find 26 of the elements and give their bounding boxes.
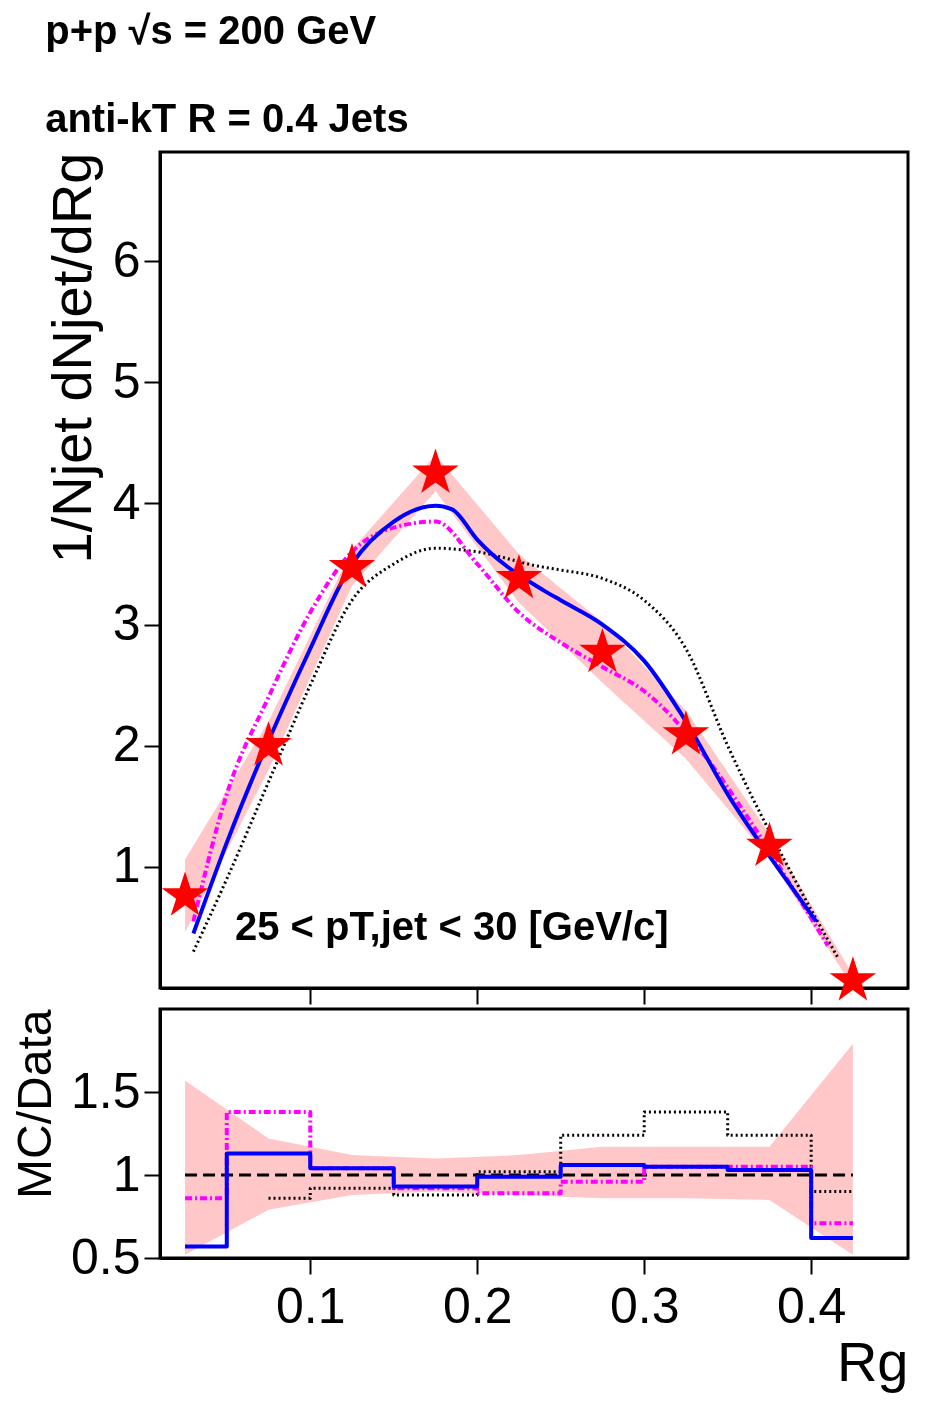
point [746, 821, 793, 867]
y-tick-label: 0.5 [70, 1228, 141, 1285]
point [829, 956, 877, 1001]
point [245, 721, 292, 766]
y-axis-title: MC/Data [7, 1009, 61, 1199]
annotation: 25 < pT,jet < 30 [GeV/c] [235, 904, 669, 948]
point [412, 448, 459, 493]
point [662, 710, 710, 755]
x-tick-label: 0.1 [276, 1277, 346, 1334]
y-tick-label: 1.5 [70, 1062, 141, 1119]
y-tick-label: 4 [112, 473, 141, 530]
point [495, 553, 543, 599]
point [161, 871, 209, 916]
chart-title: p+p √s = 200 GeV [45, 8, 377, 52]
x-tick-label: 0.3 [609, 1277, 680, 1334]
y-axis-title: 1/Njet dNjet/dRg [39, 152, 103, 564]
y-tick-label: 2 [112, 716, 141, 773]
y-tick-label: 5 [112, 352, 141, 409]
x-tick-label: 0.2 [442, 1277, 513, 1334]
point [328, 543, 376, 588]
y-tick-label: 1 [112, 1145, 141, 1202]
y-tick-label: 1 [112, 837, 141, 894]
y-tick-label: 3 [112, 595, 141, 652]
y-tick-label: 6 [112, 231, 141, 288]
chart-subtitle: anti-kT R = 0.4 Jets [45, 96, 409, 140]
point [579, 627, 626, 673]
